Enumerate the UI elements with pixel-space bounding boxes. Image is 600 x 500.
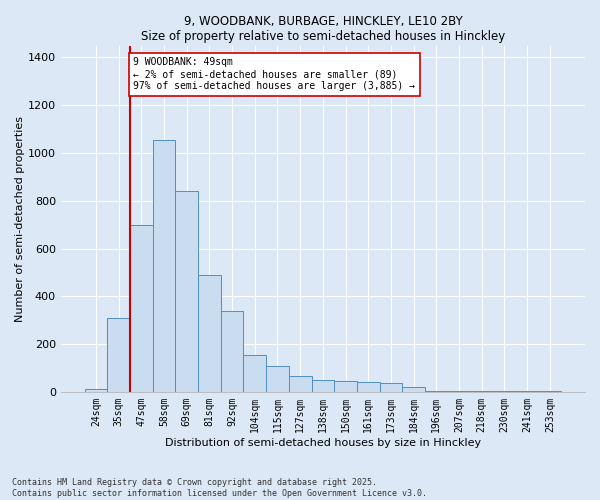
Text: 9 WOODBANK: 49sqm
← 2% of semi-detached houses are smaller (89)
97% of semi-deta: 9 WOODBANK: 49sqm ← 2% of semi-detached … [133,58,415,90]
Bar [470,390,493,392]
Bar [289,376,311,392]
Bar [357,382,380,392]
Bar [198,275,221,392]
Bar [425,390,448,392]
Bar [152,140,175,392]
Bar [85,390,107,392]
Bar [266,366,289,392]
Bar [221,310,244,392]
Bar [403,387,425,392]
Bar [107,318,130,392]
Bar [130,224,152,392]
Y-axis label: Number of semi-detached properties: Number of semi-detached properties [15,116,25,322]
Bar [175,191,198,392]
Bar [493,390,516,392]
Bar [380,384,403,392]
Title: 9, WOODBANK, BURBAGE, HINCKLEY, LE10 2BY
Size of property relative to semi-detac: 9, WOODBANK, BURBAGE, HINCKLEY, LE10 2BY… [141,15,505,43]
Bar [311,380,334,392]
Bar [448,390,470,392]
Bar [334,381,357,392]
Bar [244,355,266,392]
X-axis label: Distribution of semi-detached houses by size in Hinckley: Distribution of semi-detached houses by … [165,438,481,448]
Text: Contains HM Land Registry data © Crown copyright and database right 2025.
Contai: Contains HM Land Registry data © Crown c… [12,478,427,498]
